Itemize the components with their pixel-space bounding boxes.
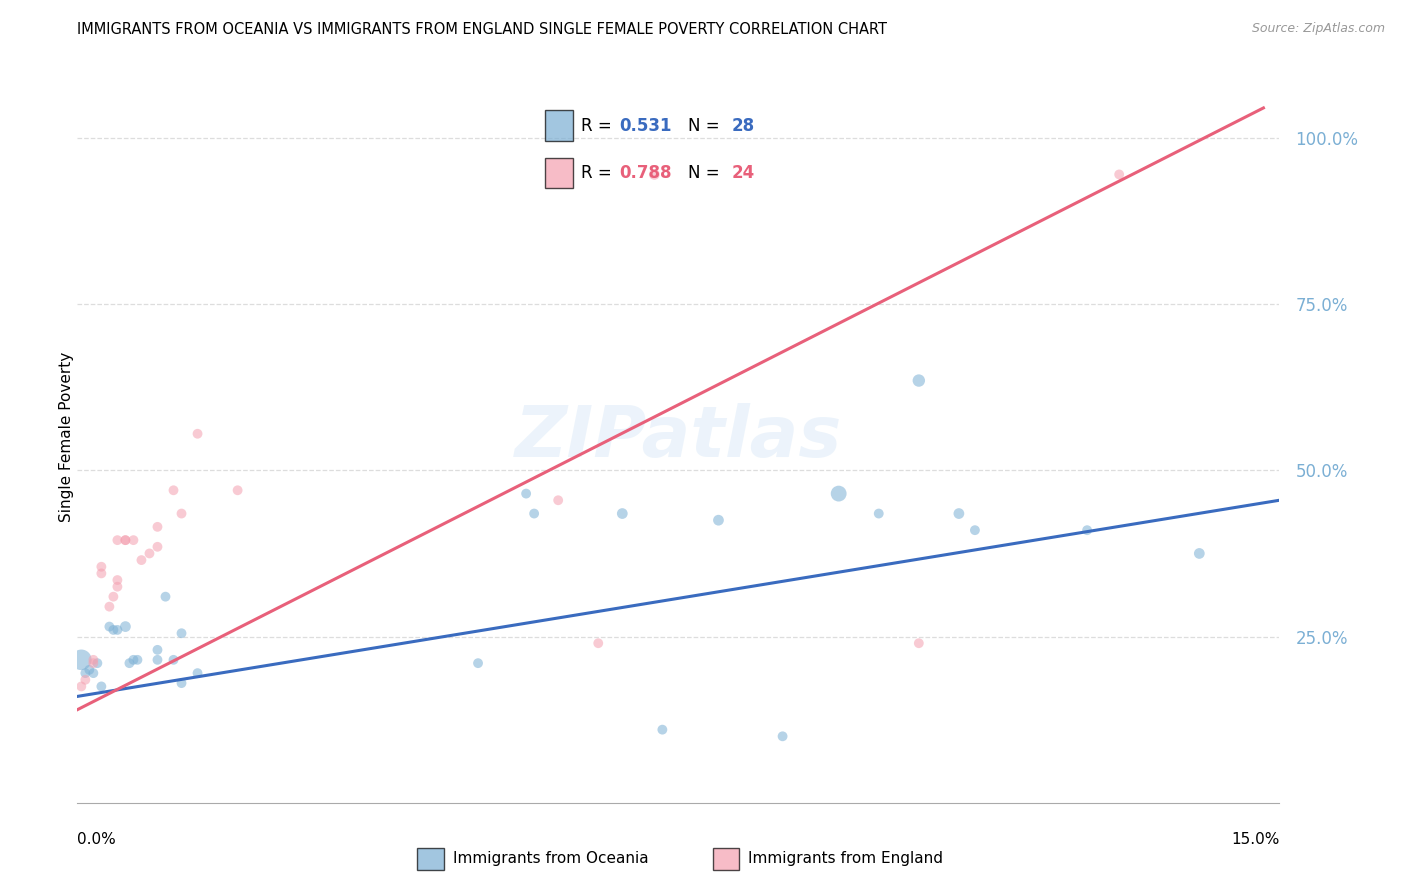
Point (146, 540, 169, 554)
Point (908, 636, 931, 650)
Point (138, 546, 160, 560)
Point (467, 656, 489, 670)
Point (588, 636, 610, 650)
FancyBboxPatch shape (418, 847, 444, 870)
Text: 15.0%: 15.0% (1232, 832, 1279, 847)
Point (1076, 523, 1098, 537)
FancyBboxPatch shape (546, 111, 572, 141)
Point (186, 426, 209, 441)
Text: 0.788: 0.788 (619, 164, 672, 182)
Text: Source: ZipAtlas.com: Source: ZipAtlas.com (1251, 22, 1385, 36)
Text: N =: N = (688, 117, 724, 135)
FancyBboxPatch shape (713, 847, 740, 870)
Point (79, 663, 101, 677)
Point (90, 559, 112, 574)
Point (86, 656, 108, 670)
Point (103, 590, 125, 604)
Point (127, 653, 149, 667)
Point (82, 653, 104, 667)
Text: ZIPatlas: ZIPatlas (515, 402, 842, 472)
Point (146, 643, 169, 657)
Point (1188, 546, 1211, 560)
Point (146, 520, 169, 534)
Point (114, 619, 136, 633)
Point (98, 619, 121, 633)
Point (70, 680, 93, 694)
Point (828, 486, 851, 500)
FancyBboxPatch shape (546, 158, 572, 188)
Point (131, 553, 153, 567)
Point (98, 599, 121, 614)
Point (75, 666, 97, 681)
Text: R =: R = (581, 164, 617, 182)
Point (90, 566, 112, 581)
Point (75, 673, 97, 687)
Point (155, 590, 177, 604)
Point (114, 533, 136, 548)
Point (707, 513, 730, 527)
Point (170, 626, 193, 640)
Point (107, 580, 129, 594)
Point (82, 666, 104, 681)
Point (122, 533, 145, 548)
Point (103, 623, 125, 637)
Point (515, 486, 537, 500)
Y-axis label: Single Female Poverty: Single Female Poverty (59, 352, 73, 522)
Point (170, 507, 193, 521)
Text: Immigrants from Oceania: Immigrants from Oceania (453, 851, 648, 866)
Point (772, 729, 794, 743)
Point (90, 680, 112, 694)
Point (122, 653, 145, 667)
Point (948, 507, 970, 521)
Point (70, 653, 93, 667)
Point (107, 533, 129, 548)
Point (643, 168, 665, 182)
Text: Immigrants from England: Immigrants from England (748, 851, 943, 866)
Text: 24: 24 (731, 164, 755, 182)
Point (82, 656, 104, 670)
Point (908, 374, 931, 388)
Text: 28: 28 (731, 117, 755, 135)
Point (162, 483, 184, 498)
Point (226, 483, 249, 498)
Point (107, 573, 129, 587)
Point (963, 523, 986, 537)
Point (114, 533, 136, 548)
Text: R =: R = (581, 117, 617, 135)
Text: 0.0%: 0.0% (77, 832, 117, 847)
Point (1108, 168, 1130, 182)
Text: 0.531: 0.531 (619, 117, 672, 135)
Point (118, 656, 141, 670)
Point (170, 676, 193, 690)
Point (868, 507, 890, 521)
Point (523, 507, 546, 521)
Point (547, 493, 569, 508)
Point (186, 666, 209, 681)
Point (107, 623, 129, 637)
Point (146, 653, 169, 667)
Point (612, 507, 634, 521)
Text: IMMIGRANTS FROM OCEANIA VS IMMIGRANTS FROM ENGLAND SINGLE FEMALE POVERTY CORRELA: IMMIGRANTS FROM OCEANIA VS IMMIGRANTS FR… (77, 22, 887, 37)
Point (651, 723, 673, 737)
Point (162, 653, 184, 667)
Text: N =: N = (688, 164, 724, 182)
